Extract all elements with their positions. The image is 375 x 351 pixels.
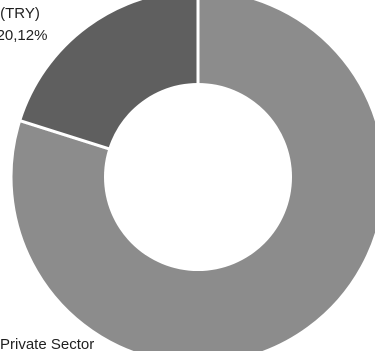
slice-label-try: (TRY) bbox=[0, 5, 40, 22]
slice-label-private-sector: Private Sector bbox=[0, 336, 94, 351]
donut-hole bbox=[104, 83, 292, 271]
slice-value-try: 20,12% bbox=[0, 27, 47, 44]
